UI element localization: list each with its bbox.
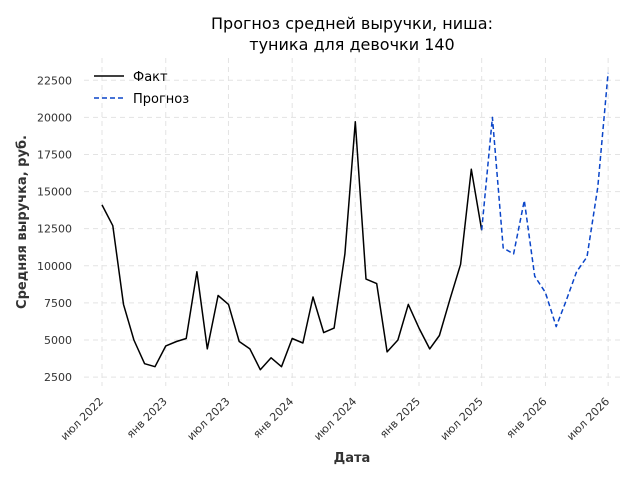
x-tick-label: июл 2026 bbox=[564, 395, 612, 443]
x-tick-label: янв 2026 bbox=[504, 395, 550, 441]
chart-title-line1: Прогноз средней выручки, ниша: bbox=[211, 14, 493, 33]
y-tick-label: 17500 bbox=[37, 148, 72, 161]
x-tick-label: июл 2025 bbox=[438, 395, 486, 443]
y-tick-label: 5000 bbox=[44, 334, 72, 347]
legend-label-forecast: Прогноз bbox=[133, 92, 189, 107]
series-layer bbox=[101, 72, 609, 371]
series-line-fact bbox=[101, 121, 483, 371]
y-tick-label: 12500 bbox=[37, 223, 72, 236]
y-axis-label: Средняя выручка, руб. bbox=[15, 135, 30, 309]
x-tick-label: июл 2023 bbox=[185, 395, 233, 443]
legend: Факт Прогноз bbox=[94, 70, 189, 107]
x-tick-label: июл 2022 bbox=[58, 395, 106, 443]
x-tick-label: янв 2024 bbox=[251, 395, 297, 441]
y-tick-label: 15000 bbox=[37, 186, 72, 199]
legend-label-fact: Факт bbox=[133, 70, 168, 85]
y-tick-label: 10000 bbox=[37, 260, 72, 273]
y-tick-label: 2500 bbox=[44, 371, 72, 384]
x-tick-label: янв 2023 bbox=[124, 395, 170, 441]
y-tick-label: 20000 bbox=[37, 111, 72, 124]
x-tick-label: июл 2024 bbox=[311, 395, 359, 443]
tick-layer: 2500 5000 7500 10000 12500 15000 17500 20000 225… bbox=[37, 74, 612, 443]
chart-title-line2: туника для девочки 140 bbox=[249, 35, 454, 54]
x-tick-label: янв 2025 bbox=[377, 395, 423, 441]
x-axis-label: Дата bbox=[334, 451, 371, 466]
y-tick-label: 22500 bbox=[37, 74, 72, 87]
grid bbox=[84, 58, 622, 386]
series-line-forecast bbox=[480, 72, 609, 328]
y-tick-label: 7500 bbox=[44, 297, 72, 310]
